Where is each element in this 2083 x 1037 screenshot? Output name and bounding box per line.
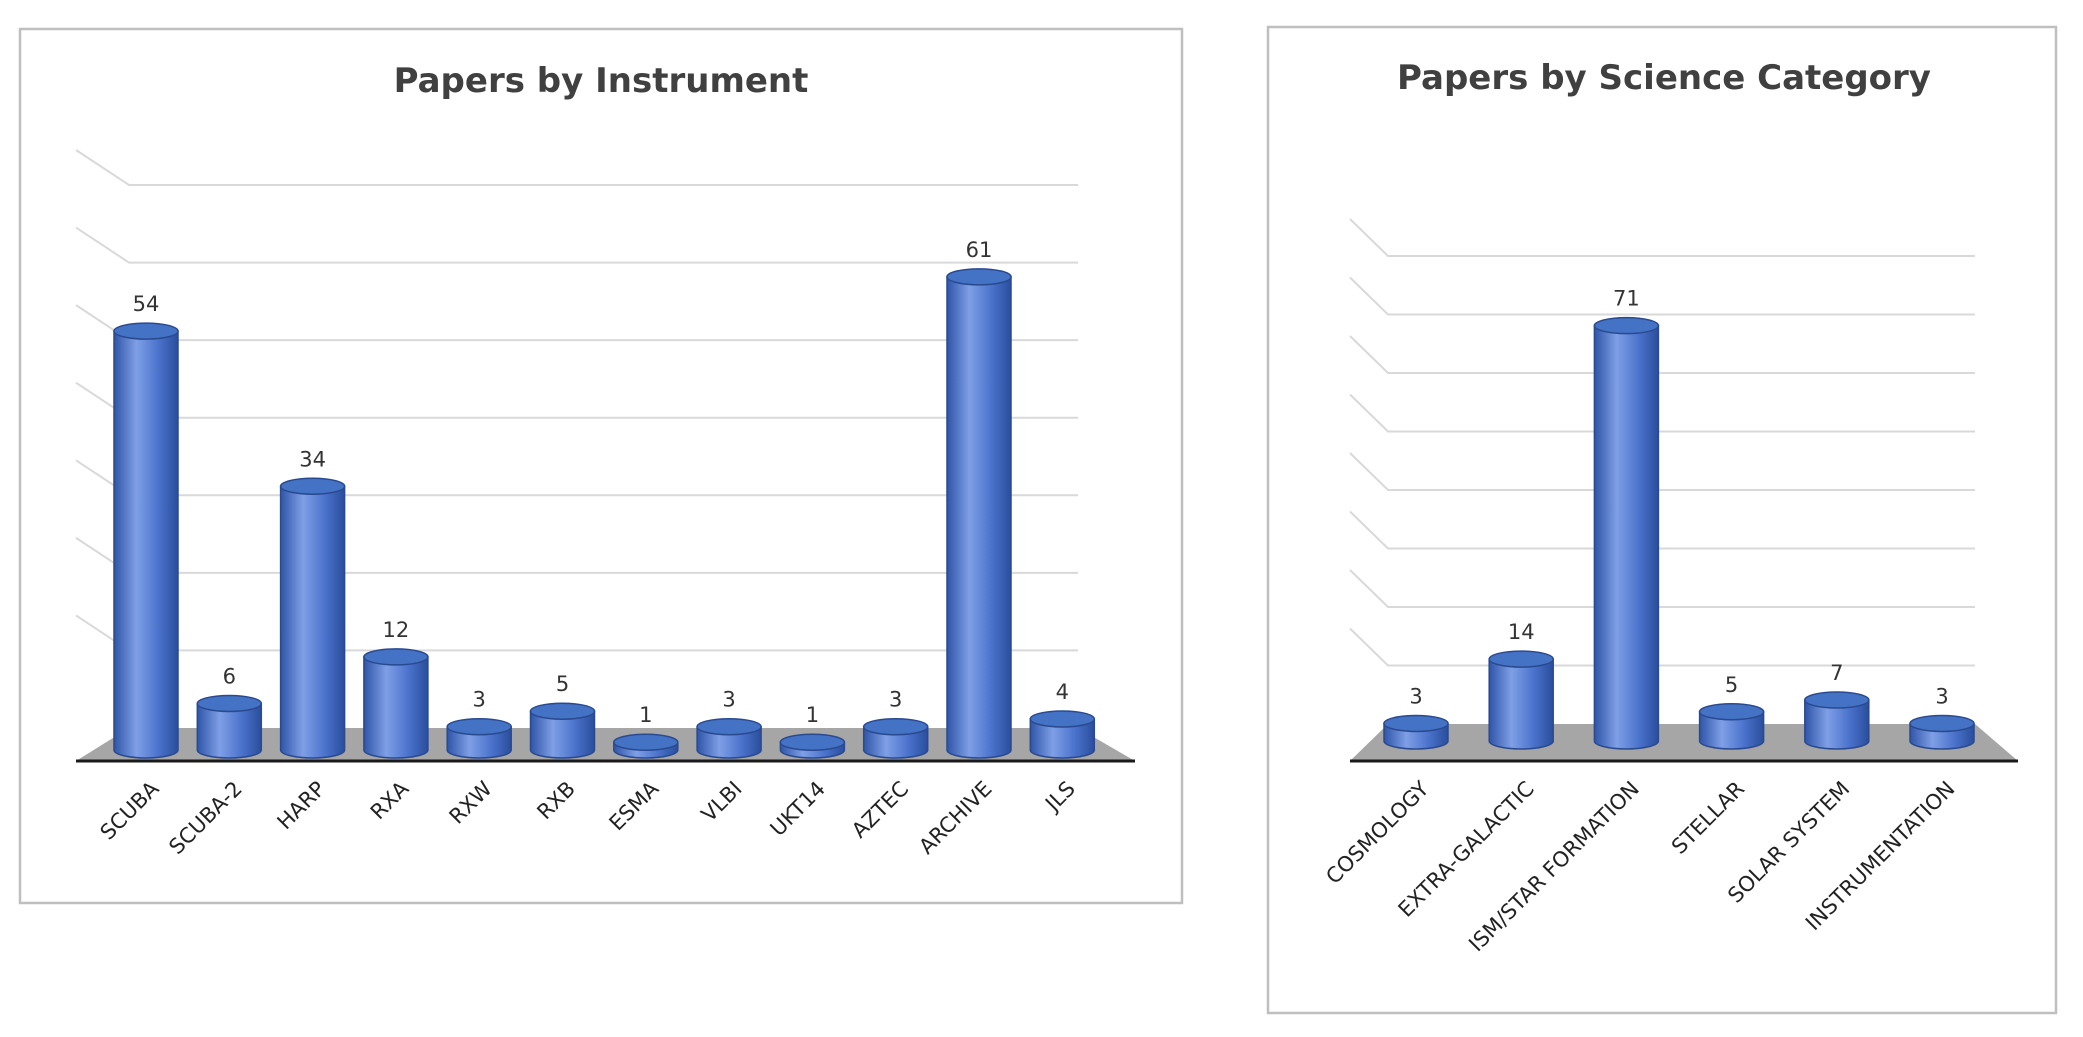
value-label: 1 bbox=[806, 703, 819, 727]
bar-part bbox=[363, 648, 429, 666]
bar-part bbox=[529, 710, 596, 759]
grid-line bbox=[1349, 627, 1975, 667]
chart-title: Papers by Science Category bbox=[1397, 58, 1931, 98]
bar bbox=[1383, 714, 1449, 750]
bar-part bbox=[779, 733, 846, 751]
value-label: 1 bbox=[639, 703, 652, 727]
bar-part bbox=[279, 485, 346, 759]
bar bbox=[529, 702, 596, 759]
bar-part bbox=[1029, 710, 1096, 728]
grid-line bbox=[75, 149, 1078, 186]
grid-line bbox=[75, 226, 1078, 264]
value-label: 14 bbox=[1508, 620, 1535, 644]
bar bbox=[196, 694, 263, 759]
value-label: 3 bbox=[1409, 684, 1422, 708]
value-label: 71 bbox=[1613, 287, 1640, 311]
bar-part bbox=[1804, 699, 1870, 750]
grid-line bbox=[1349, 452, 1975, 491]
bar-part bbox=[1698, 703, 1765, 721]
bar-part bbox=[196, 702, 263, 759]
bar-part bbox=[196, 694, 263, 713]
value-label: 3 bbox=[889, 688, 902, 712]
bar bbox=[779, 733, 846, 759]
bar-part bbox=[446, 717, 512, 736]
bar-part bbox=[1488, 650, 1554, 668]
grid-line bbox=[1349, 276, 1975, 316]
bar-part bbox=[946, 268, 1012, 286]
bar bbox=[696, 717, 762, 759]
bar-part bbox=[1804, 691, 1870, 709]
bar-part bbox=[279, 477, 346, 496]
grid-line bbox=[1349, 335, 1975, 374]
value-label: 3 bbox=[473, 688, 486, 712]
value-label: 6 bbox=[223, 664, 236, 688]
grid-line bbox=[1349, 569, 1975, 608]
bar-part bbox=[696, 717, 762, 736]
value-label: 34 bbox=[299, 447, 326, 471]
bar-part bbox=[1698, 711, 1765, 750]
bar-part bbox=[1383, 714, 1449, 733]
bar bbox=[946, 268, 1012, 759]
value-label: 3 bbox=[722, 688, 735, 712]
bar-part bbox=[1593, 316, 1660, 335]
value-label: 12 bbox=[383, 618, 410, 642]
bar-part bbox=[696, 725, 762, 759]
chart-frame bbox=[1266, 25, 2058, 1015]
bar-part bbox=[1593, 324, 1660, 750]
value-label: 5 bbox=[556, 672, 569, 696]
chart-title: Papers by Instrument bbox=[394, 61, 809, 101]
value-label: 7 bbox=[1830, 661, 1843, 685]
bar-part bbox=[862, 725, 929, 759]
bar bbox=[862, 717, 929, 759]
bar bbox=[1029, 710, 1096, 759]
value-label: 4 bbox=[1056, 680, 1069, 704]
bar-part bbox=[613, 733, 679, 751]
bar bbox=[1804, 691, 1870, 750]
bar bbox=[446, 717, 512, 759]
value-label: 54 bbox=[133, 292, 160, 316]
bar-part bbox=[113, 322, 179, 340]
bar-part bbox=[113, 330, 179, 759]
value-label: 61 bbox=[966, 238, 993, 262]
bar bbox=[113, 322, 179, 759]
bar-part bbox=[862, 717, 929, 736]
grid-line bbox=[1349, 510, 1975, 550]
bar-part bbox=[946, 276, 1012, 759]
value-label: 5 bbox=[1725, 673, 1738, 697]
bar bbox=[1488, 650, 1554, 750]
bar-part bbox=[529, 702, 596, 720]
grid-line bbox=[1349, 393, 1975, 433]
bar bbox=[613, 733, 679, 759]
bar bbox=[1698, 703, 1765, 750]
bar bbox=[363, 648, 429, 759]
value-label: 3 bbox=[1935, 684, 1948, 708]
bar-part bbox=[1909, 714, 1975, 733]
grid-line bbox=[1349, 218, 1975, 257]
bar bbox=[279, 477, 346, 759]
bar bbox=[1909, 714, 1975, 750]
bar bbox=[1593, 316, 1660, 750]
bar-part bbox=[1029, 718, 1096, 759]
bar-part bbox=[1488, 658, 1554, 750]
bar-part bbox=[446, 725, 512, 759]
bar-part bbox=[363, 656, 429, 759]
